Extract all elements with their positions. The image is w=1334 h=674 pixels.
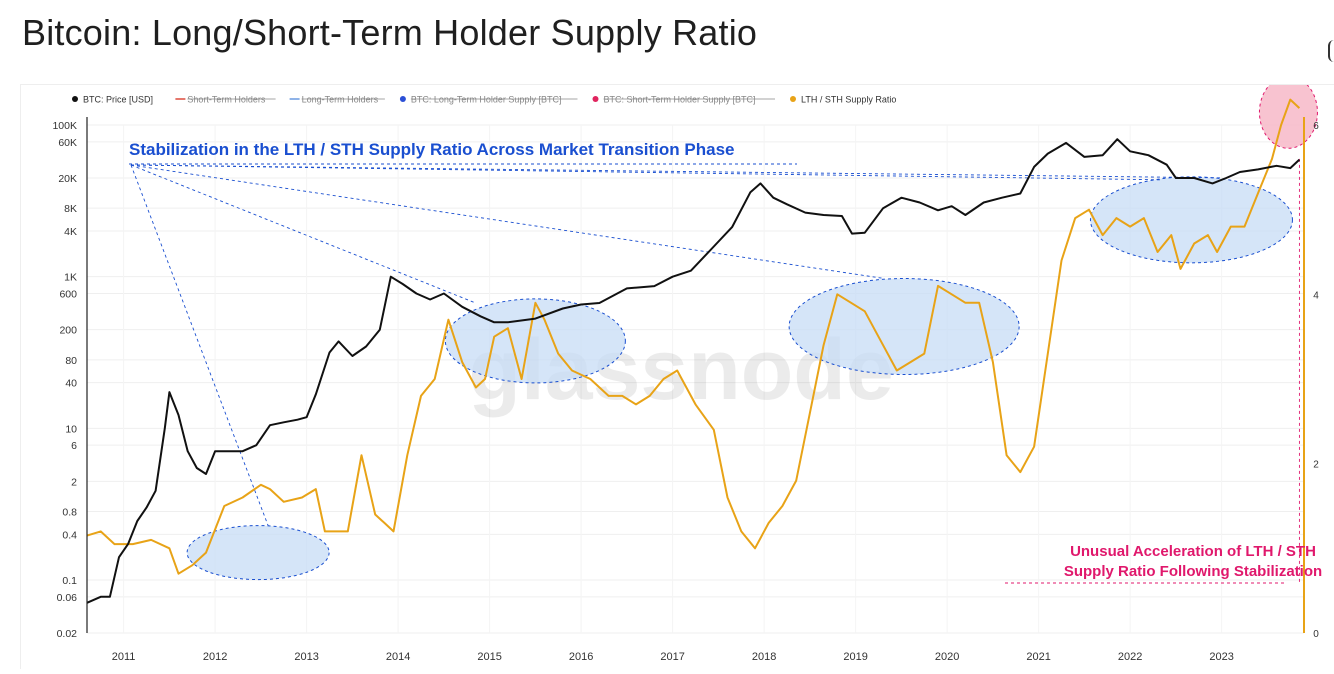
y-tick-label: 8K: [64, 203, 77, 215]
x-tick-label: 2020: [935, 651, 959, 663]
grid: [87, 124, 1304, 634]
corner-mark: [1328, 40, 1334, 62]
leader-line-1: [130, 164, 476, 304]
x-tick-label: 2023: [1209, 651, 1233, 663]
x-tick-label: 2022: [1118, 651, 1142, 663]
annotation-leaders: [130, 158, 1300, 583]
y-tick-label: 0.1: [62, 575, 77, 587]
legend-label: Long-Term Holders: [302, 95, 379, 105]
y-tick-label: 0.02: [57, 628, 78, 640]
legend-marker-dot: [72, 96, 78, 102]
highlight-regions: [186, 75, 1318, 581]
acceleration-annotation-line2: Supply Ratio Following Stabilization: [1064, 563, 1322, 580]
highlight-ellipse-pink: [1258, 75, 1318, 149]
y-tick-label: 10: [65, 423, 77, 435]
y-tick-label: 6: [71, 440, 77, 452]
legend-item-1: Short-Term Holders: [175, 95, 276, 105]
stabilization-annotation: Stabilization in the LTH / STH Supply Ra…: [129, 140, 734, 159]
y-tick-label: 60K: [58, 137, 77, 149]
ratio-series: [86, 98, 1301, 575]
highlight-ellipse-2: [788, 278, 1020, 376]
y-right-tick-label: 4: [1313, 290, 1319, 301]
legend-label: BTC: Price [USD]: [83, 95, 153, 105]
legend-marker-dot: [592, 96, 599, 102]
x-tick-label: 2016: [569, 651, 593, 663]
chart-svg: BTC: Price [USD] Short-Term Holders Long-T…: [52, 75, 1322, 663]
y-tick-label: 2: [71, 476, 77, 488]
y-tick-label: 4K: [64, 226, 77, 238]
price-line: [86, 138, 1301, 604]
x-tick-label: 2011: [112, 651, 136, 663]
y-tick-label: 1K: [64, 272, 77, 284]
y-tick-label: 0.4: [62, 529, 77, 541]
chart-card: BTC: Price [USD] Short-Term Holders Long-T…: [20, 75, 1334, 669]
x-tick-label: 2018: [752, 651, 776, 663]
annotations: Stabilization in the LTH / STH Supply Ra…: [129, 140, 1322, 584]
y-right-tick-label: 6: [1313, 121, 1319, 132]
legend-label: LTH / STH Supply Ratio: [801, 95, 896, 105]
leader-line-0: [130, 164, 269, 526]
legend: BTC: Price [USD] Short-Term Holders Long-T…: [72, 95, 896, 105]
y-right-tick-label: 0: [1313, 629, 1319, 640]
legend-item-5: LTH / STH Supply Ratio: [790, 95, 896, 105]
price-series: [86, 138, 1301, 604]
leader-line-2: [130, 164, 885, 279]
page-title: Bitcoin: Long/Short-Term Holder Supply R…: [22, 12, 758, 53]
leader-line-3: [130, 164, 1162, 181]
axes: 100K60K20K8K4K1K600200804010620.80.40.10…: [52, 117, 1319, 663]
x-tick-label: 2014: [386, 651, 410, 663]
y-right-tick-label: 2: [1313, 460, 1319, 471]
legend-label: BTC: Long-Term Holder Supply [BTC]: [411, 95, 562, 105]
y-tick-label: 20K: [58, 173, 77, 185]
y-tick-label: 80: [65, 355, 77, 367]
ratio-line: [86, 98, 1301, 575]
legend-item-3: BTC: Long-Term Holder Supply [BTC]: [399, 95, 578, 105]
legend-item-0: BTC: Price [USD]: [72, 95, 153, 105]
x-tick-label: 2013: [294, 651, 318, 663]
x-tick-label: 2019: [843, 651, 867, 663]
highlight-ellipse-0: [186, 525, 330, 581]
y-tick-label: 0.06: [57, 592, 78, 604]
x-tick-label: 2015: [477, 651, 501, 663]
acceleration-annotation-line1: Unusual Acceleration of LTH / STH: [1070, 543, 1316, 560]
x-tick-label: 2012: [203, 651, 227, 663]
legend-marker-dot: [399, 96, 406, 102]
leader-line-4: [130, 164, 1222, 179]
x-tick-label: 2017: [660, 651, 684, 663]
y-tick-label: 600: [59, 288, 77, 300]
legend-marker-dot: [790, 96, 796, 102]
y-tick-label: 40: [65, 378, 77, 390]
y-tick-label: 200: [59, 325, 77, 337]
x-tick-label: 2021: [1026, 651, 1050, 663]
legend-label: Short-Term Holders: [187, 95, 266, 105]
legend-item-2: Long-Term Holders: [289, 95, 385, 105]
highlight-ellipse-3: [1089, 176, 1293, 264]
legend-item-4: BTC: Short-Term Holder Supply [BTC]: [592, 95, 775, 105]
y-tick-label: 0.8: [62, 507, 77, 519]
y-tick-label: 100K: [52, 120, 77, 132]
legend-label: BTC: Short-Term Holder Supply [BTC]: [604, 95, 756, 105]
